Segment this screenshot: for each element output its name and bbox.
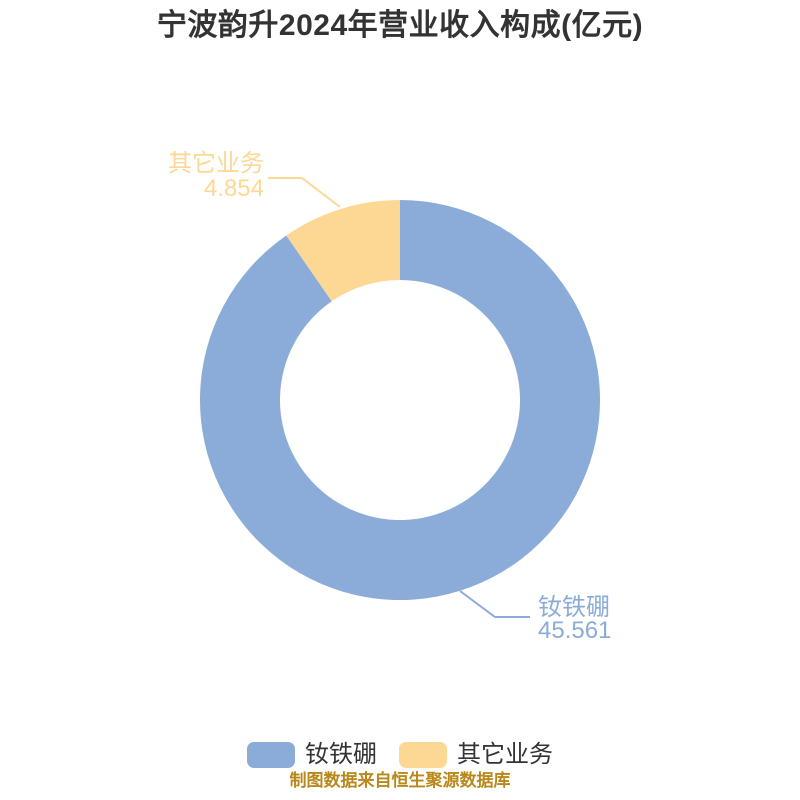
legend-label-ndfeb: 钕铁硼 xyxy=(305,741,377,768)
pie-slice-1[interactable] xyxy=(286,200,400,302)
legend: 钕铁硼 其它业务 xyxy=(0,742,800,768)
legend-label-other: 其它业务 xyxy=(457,741,553,768)
label-line-other xyxy=(268,177,341,208)
callout-other-value: 4.854 xyxy=(203,175,264,202)
data-source-note: 制图数据来自恒生聚源数据库 xyxy=(289,771,511,790)
callout-ndfeb-label: 钕铁硼 xyxy=(538,594,610,621)
label-line-ndfeb xyxy=(459,590,530,618)
chart-title: 宁波韵升2024年营业收入构成(亿元) xyxy=(156,9,644,42)
callout-other-business: 其它业务 4.854 xyxy=(168,151,264,201)
pie-slice-0[interactable] xyxy=(199,200,600,600)
legend-swatch-other xyxy=(399,742,447,768)
callout-ndfeb-value: 45.561 xyxy=(538,617,612,644)
callout-ndfeb: 钕铁硼 45.561 xyxy=(538,594,612,644)
donut-slices xyxy=(199,200,600,600)
legend-swatch-ndfeb xyxy=(247,742,295,768)
callout-other-label: 其它业务 xyxy=(168,150,264,177)
legend-item-other[interactable]: 其它业务 xyxy=(399,742,553,768)
legend-item-ndfeb[interactable]: 钕铁硼 xyxy=(247,742,377,768)
